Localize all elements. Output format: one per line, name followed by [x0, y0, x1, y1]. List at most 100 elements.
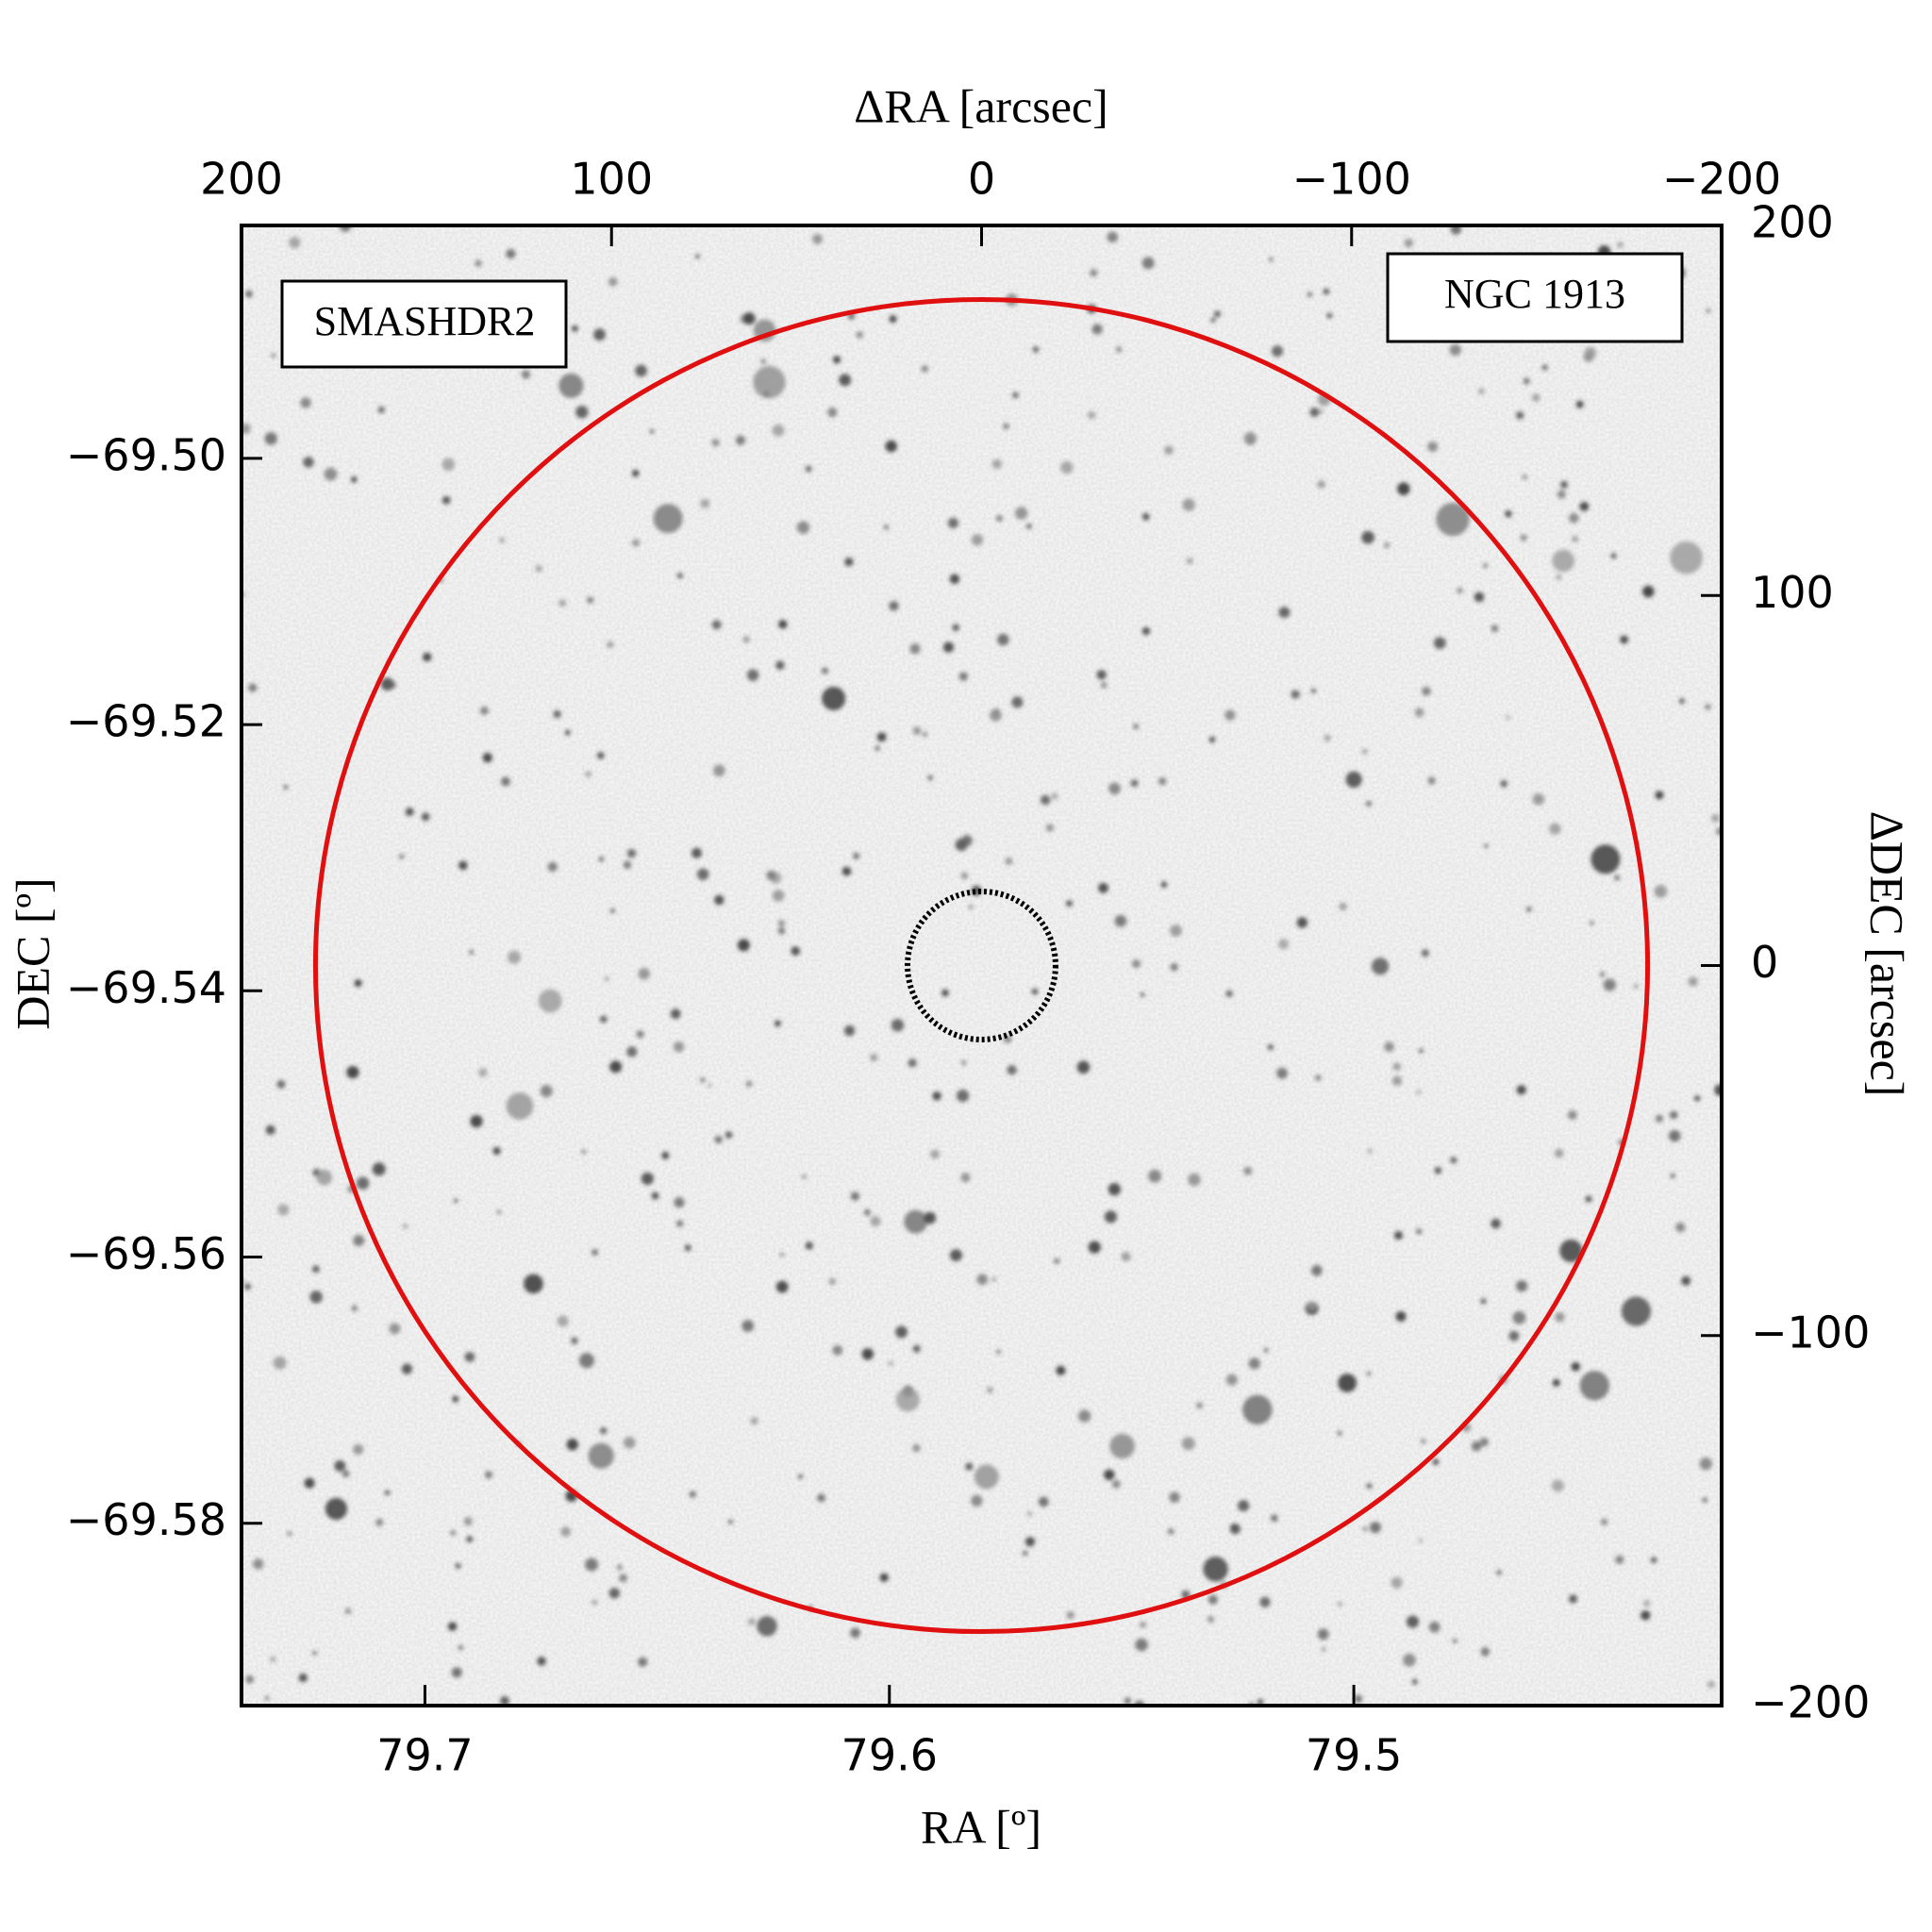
star [961, 835, 973, 846]
star [631, 469, 640, 477]
star [1571, 1361, 1581, 1372]
star [1585, 1195, 1592, 1203]
x2-tick-label: 0 [968, 154, 995, 205]
y-tick-label: −69.56 [66, 1228, 226, 1279]
star [464, 1352, 475, 1362]
star [1024, 1537, 1036, 1547]
star [653, 504, 683, 534]
star [1515, 411, 1524, 420]
star [876, 732, 887, 742]
star [1642, 1599, 1651, 1607]
star [1392, 1062, 1402, 1071]
star [779, 1253, 784, 1257]
star [1269, 257, 1274, 261]
star [1158, 776, 1167, 786]
star [626, 1046, 638, 1058]
star [244, 1283, 251, 1291]
star [607, 641, 614, 648]
star [863, 1208, 871, 1216]
star [1422, 686, 1431, 696]
star [1088, 1241, 1101, 1254]
star [1109, 1433, 1135, 1459]
star [312, 1651, 317, 1656]
star [572, 325, 578, 332]
star [617, 1564, 623, 1571]
star [346, 1065, 359, 1079]
star [1276, 1067, 1288, 1079]
star [1670, 1173, 1675, 1178]
star [1384, 1041, 1394, 1053]
star [1554, 1148, 1564, 1158]
star [661, 1151, 670, 1159]
y-tick-label: −69.58 [66, 1494, 226, 1545]
star [1031, 988, 1039, 995]
star [557, 1315, 569, 1327]
star [1393, 1230, 1404, 1241]
star [879, 1573, 889, 1582]
star [1526, 907, 1532, 912]
star [1101, 682, 1108, 689]
star [1104, 1210, 1117, 1224]
star [356, 1176, 370, 1191]
star [1491, 625, 1499, 632]
star [817, 1493, 825, 1503]
star [1210, 317, 1216, 323]
star [596, 752, 605, 759]
x-tick-label: 79.6 [841, 1730, 938, 1781]
star [1427, 776, 1436, 785]
star [578, 1353, 594, 1369]
star [1366, 1371, 1371, 1376]
star [1338, 1602, 1342, 1607]
star [889, 315, 897, 324]
y2-tick-label: 100 [1751, 567, 1834, 618]
star [1169, 1491, 1180, 1503]
star [676, 1220, 684, 1227]
star [870, 1053, 878, 1062]
star [1620, 635, 1629, 644]
star [1531, 393, 1541, 402]
star [952, 624, 960, 632]
star [1428, 1621, 1441, 1633]
star [695, 254, 700, 259]
star [1213, 310, 1222, 318]
star [609, 1060, 623, 1074]
x-tick-label: 79.7 [376, 1730, 473, 1781]
star [676, 573, 683, 579]
star [1694, 1095, 1701, 1102]
star [960, 1173, 971, 1183]
star [1642, 585, 1655, 598]
star [895, 1325, 908, 1339]
star [1427, 441, 1439, 452]
star [841, 866, 852, 876]
star [466, 1536, 474, 1543]
star [1496, 1570, 1502, 1575]
star [506, 1092, 534, 1120]
star [1311, 1265, 1323, 1276]
star [1038, 1496, 1049, 1507]
star [1617, 242, 1624, 248]
star [593, 328, 606, 341]
star [775, 660, 785, 670]
star [1111, 1479, 1121, 1489]
star [1170, 924, 1182, 937]
aperture-circle [905, 889, 1058, 1042]
star [778, 920, 785, 926]
star [1520, 534, 1527, 541]
star [245, 290, 253, 298]
star [1208, 736, 1216, 743]
star [1552, 549, 1575, 573]
star [1670, 541, 1703, 575]
star [1023, 1550, 1028, 1557]
star [1591, 844, 1621, 874]
star [591, 1599, 598, 1606]
star [1114, 914, 1127, 927]
star [1140, 992, 1145, 997]
y2-tick-label: 200 [1751, 197, 1834, 248]
star [833, 356, 841, 364]
star [1060, 460, 1074, 475]
star [949, 574, 960, 584]
star [1567, 1109, 1577, 1120]
star [1541, 364, 1548, 371]
star [772, 424, 785, 437]
star [485, 1471, 492, 1479]
